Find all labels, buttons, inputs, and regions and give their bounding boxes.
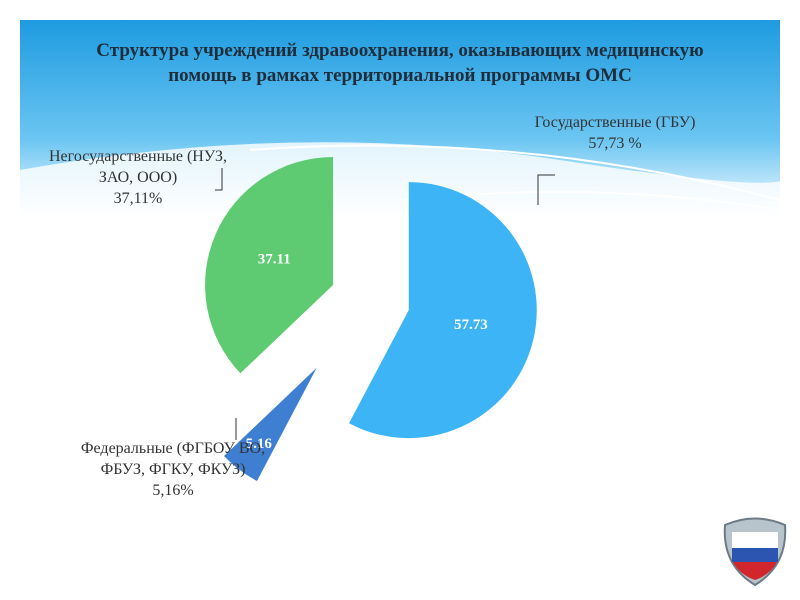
logo <box>723 517 787 587</box>
leader <box>215 168 223 191</box>
slice-label: Государственные (ГБУ) 57,73 % <box>530 112 700 154</box>
category-label: Государственные (ГБУ) <box>534 114 696 131</box>
pie-slice <box>224 367 317 481</box>
category-label: Федеральные (ФГБОУ ВО, ФБУЗ, ФГКУ, ФКУЗ) <box>80 440 266 478</box>
data-label: 57.73 <box>454 317 488 333</box>
wave <box>20 142 786 220</box>
slice-label: Негосударственные (НУЗ, ЗАО, ООО) 37,11% <box>40 146 236 209</box>
value-label: 37,11% <box>113 190 163 207</box>
chart-title: Структура учреждений здравоохранения, ок… <box>96 40 704 86</box>
value-label: 5,16% <box>152 482 194 499</box>
slice-label: Федеральные (ФГБОУ ВО, ФБУЗ, ФГКУ, ФКУЗ)… <box>68 438 278 501</box>
leader <box>537 174 555 205</box>
category-label: Негосударственные (НУЗ, ЗАО, ООО) <box>49 148 227 186</box>
value-label: 57,73 % <box>588 135 642 152</box>
data-label: 5.16 <box>246 436 273 452</box>
data-label: 37.11 <box>258 251 291 267</box>
pie-slice <box>205 157 334 374</box>
pie-slice <box>349 182 537 439</box>
wave-line <box>249 144 781 201</box>
pie: 57.73 5.16 37.11 <box>205 157 537 481</box>
